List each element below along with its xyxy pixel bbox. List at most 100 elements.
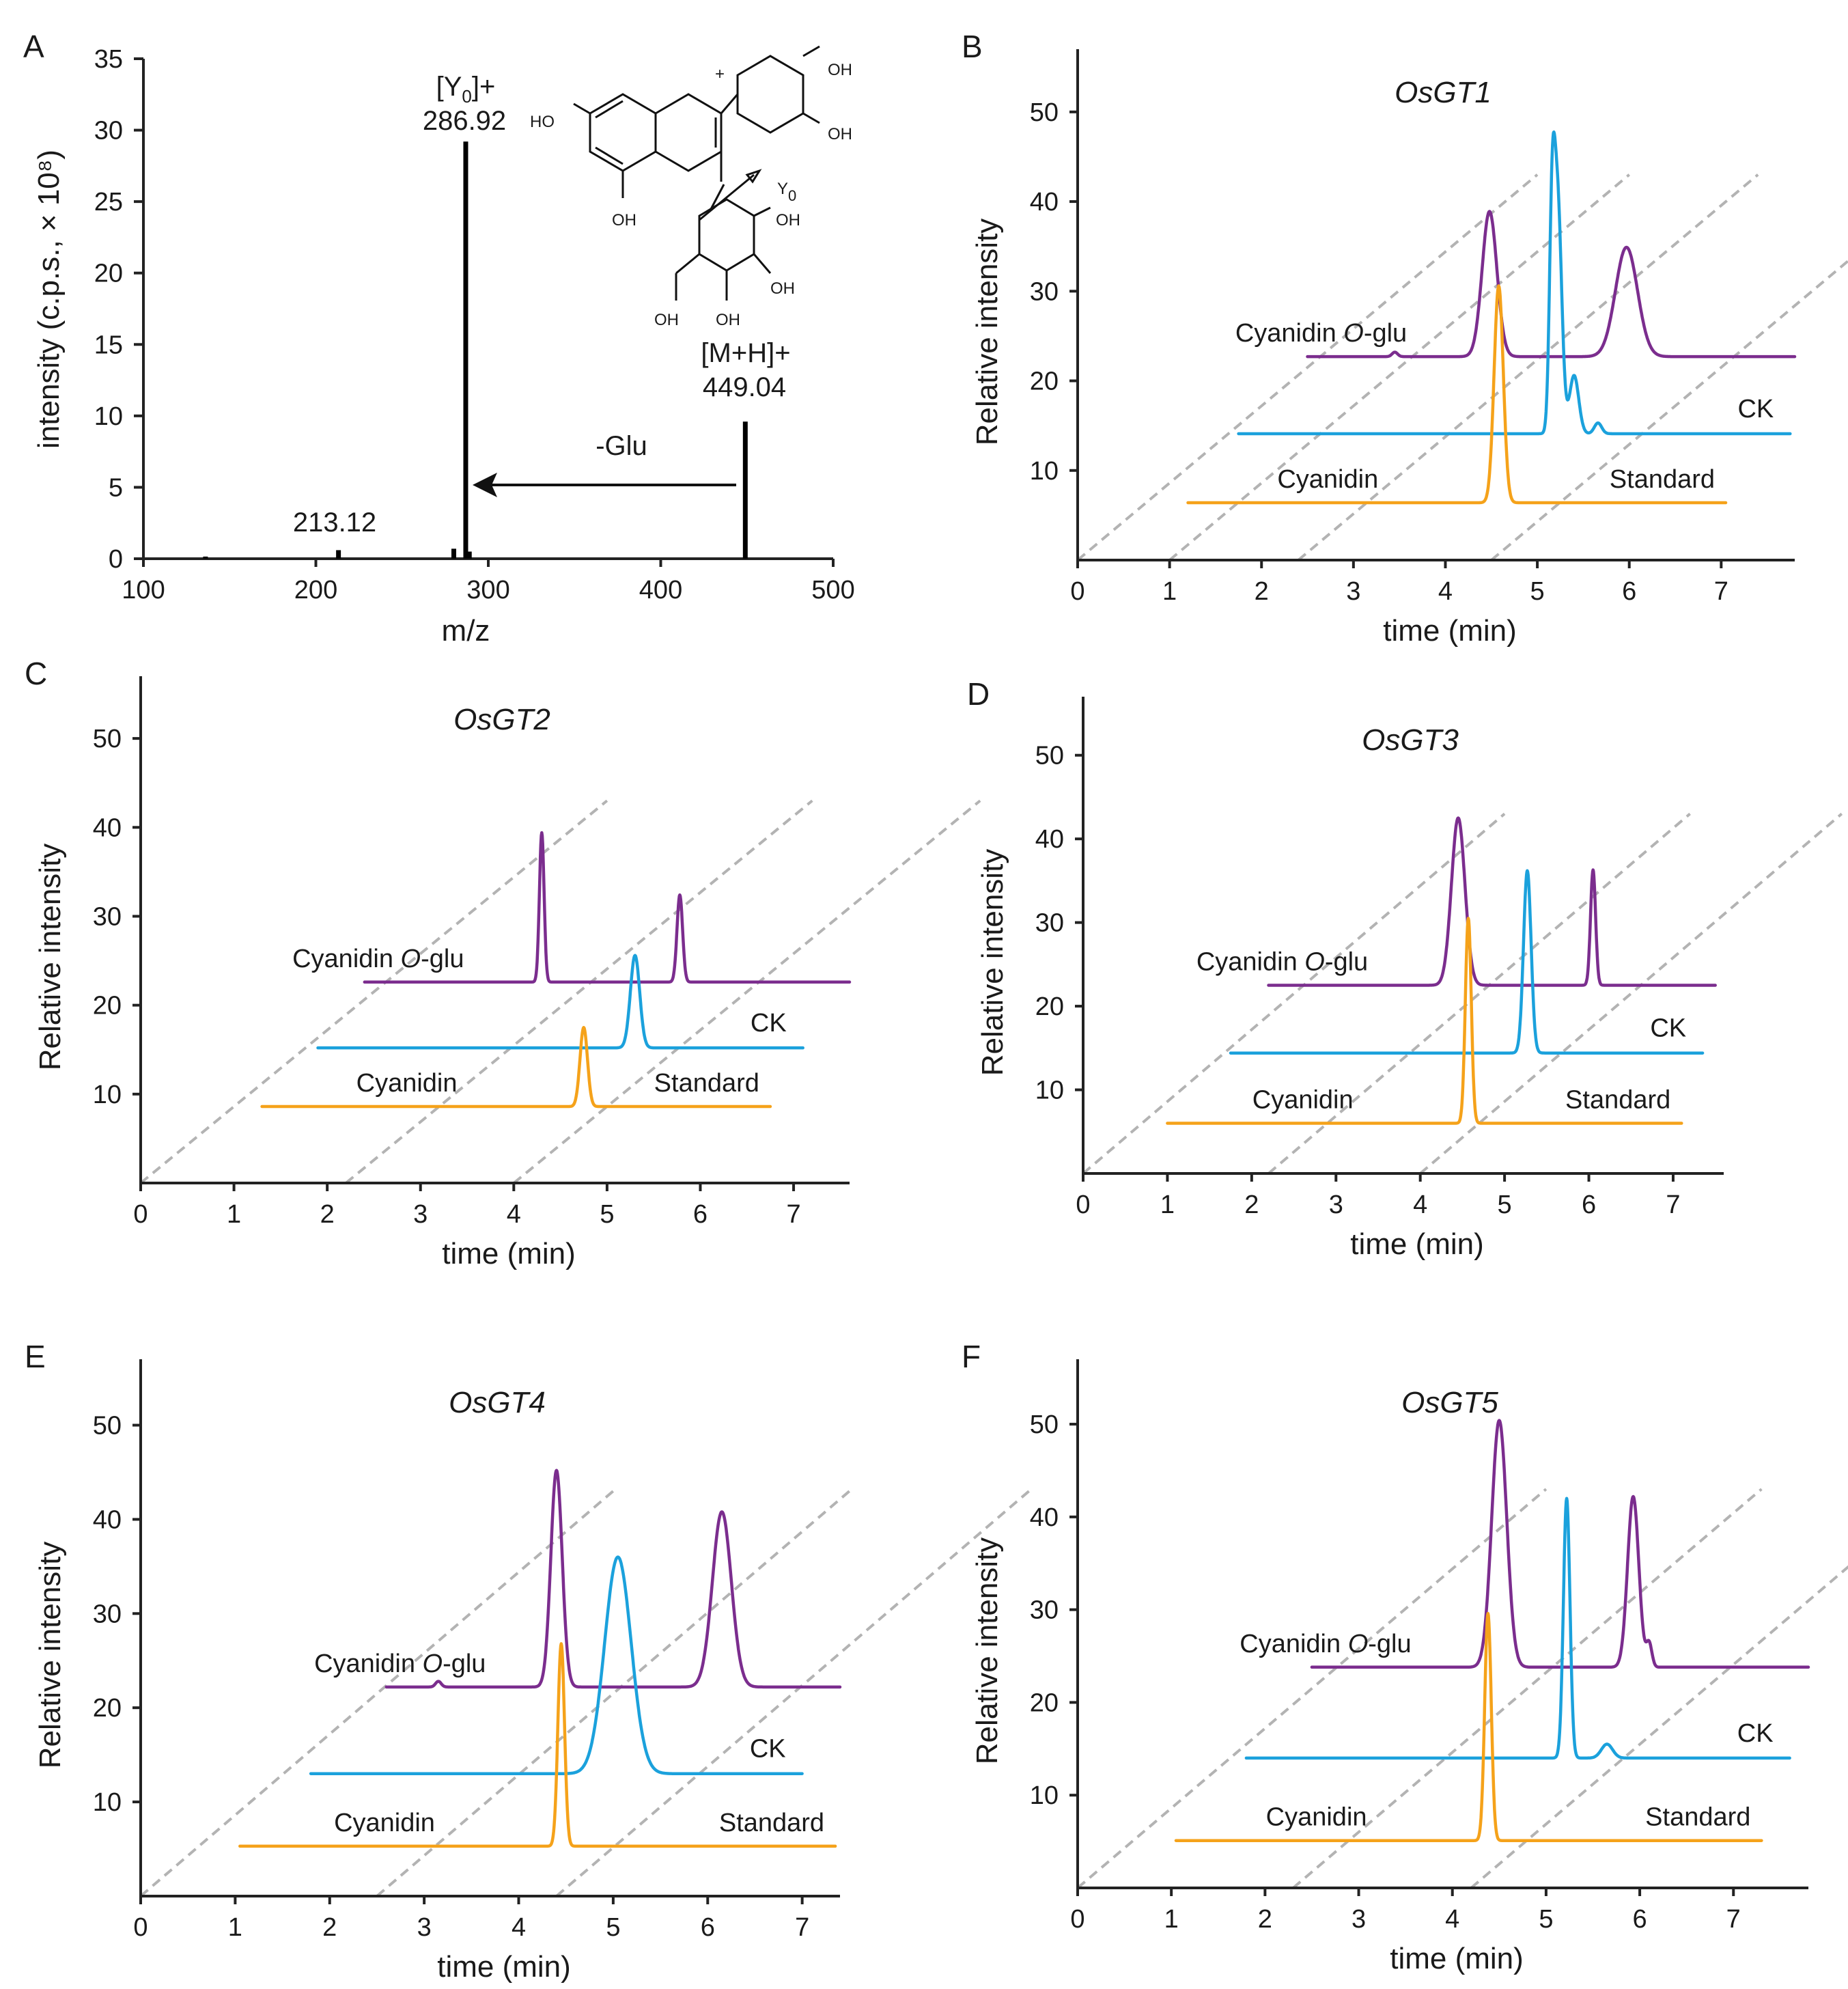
neutral-loss-label: -Glu (596, 431, 647, 461)
x-tick-label: 1 (1160, 1191, 1175, 1219)
y-tick-label: 40 (93, 813, 122, 842)
y-tick-label: 20 (1030, 1688, 1059, 1717)
trace-cyanidin-o-glu (363, 831, 852, 984)
bond (720, 94, 739, 114)
trace-cyanidin-o-glu (1306, 210, 1797, 359)
y-tick-label: 40 (1030, 188, 1059, 217)
structure-oh-label: OH (612, 211, 636, 230)
x-tick-label: 6 (1582, 1191, 1596, 1219)
axes: 100 200 300 400 500 0 5 10 15 20 25 30 35 (94, 45, 855, 604)
x-axis-title: time (min) (1350, 1227, 1484, 1261)
c-ring (655, 93, 723, 172)
double-bond (595, 146, 624, 165)
panel-c-osgt2-chromatogram: C OsGT2 time (min) Relative intensity 0 1 2 3 4 5… (25, 656, 981, 1270)
panel-e-osgt4-chromatogram: E OsGT4 time (min) Relative intensity 0 1 2 3 4 5… (25, 1339, 1031, 1984)
chart-title: OsGT3 (1362, 723, 1459, 757)
x-axis-title: time (min) (1383, 614, 1517, 648)
trace-label-cyanidin: Cyanidin (356, 1069, 458, 1098)
trace-cyanidin-o-glu (384, 1469, 842, 1689)
x-tick-label: 2 (1255, 577, 1269, 606)
spectrum-peaks (203, 141, 748, 559)
x-tick-label: 7 (795, 1913, 809, 1942)
label-italic-o: O (401, 945, 421, 973)
diagonal-guide-line (555, 1490, 1031, 1897)
y-tick-label: 5 (109, 473, 123, 502)
loss-arrowhead (473, 473, 497, 497)
diagonal-guide-line (1082, 812, 1506, 1175)
x-tick-label: 3 (1352, 1905, 1366, 1934)
label-prefix: Cyanidin (1240, 1630, 1347, 1658)
minor-peak-label: 213.12 (293, 507, 376, 538)
structure-charge: + (715, 65, 725, 83)
trace-label-cyanidin-o-glu: Cyanidin O-glu (1240, 1630, 1411, 1658)
y-tick-label: 20 (94, 260, 123, 288)
structure-oh-label: OH (654, 311, 679, 329)
x-tick-label: 200 (294, 576, 337, 604)
x-tick-label: 7 (1666, 1191, 1680, 1219)
y-tick-label: 40 (93, 1505, 122, 1534)
y-tick-label: 25 (94, 188, 123, 217)
b-ring (736, 55, 804, 134)
y-tick-label: 10 (1030, 457, 1059, 486)
y-tick-label: 50 (93, 725, 122, 753)
label-prefix: Cyanidin (292, 945, 400, 973)
y-tick-label: 10 (1030, 1781, 1059, 1810)
diagonal-guide-line (139, 1490, 615, 1897)
x-axis-title: time (min) (1390, 1942, 1524, 1975)
structure-oh-label: OH (770, 279, 795, 298)
label-italic-o: O (1343, 319, 1364, 348)
trace-label-cyanidin-o-glu: Cyanidin O-glu (1196, 947, 1368, 976)
bond (802, 112, 820, 124)
y-tick-label: 50 (1030, 98, 1059, 127)
panel-f-osgt5-chromatogram: F OsGT5 time (min) Relative intensity 0 1 2 3 4 5… (962, 1339, 1848, 1975)
bond (573, 102, 591, 115)
diagonal-guide-line (139, 799, 608, 1184)
x-tick-label: 7 (1714, 577, 1728, 606)
panel-a-mass-spectrum: A intensity (c.p.s., × 10⁸) m/z 100 200 30… (23, 29, 855, 648)
x-tick-label: 400 (639, 576, 682, 604)
y-tick-label: 20 (93, 992, 122, 1020)
trace-label-cyanidin: Cyanidin (1266, 1803, 1367, 1832)
bond (753, 253, 772, 274)
label-suffix: -glu (421, 945, 464, 973)
diagonal-guide-line (1076, 173, 1539, 561)
x-tick-label: 500 (811, 576, 854, 604)
trace-ck (316, 954, 804, 1050)
cleavage-label: Y0 (777, 180, 796, 204)
x-tick-label: 0 (1070, 577, 1084, 606)
x-tick-label: 2 (320, 1200, 335, 1229)
trace-label-standard: Standard (1565, 1086, 1670, 1115)
label-italic-o: O (423, 1650, 443, 1678)
y-tick-label: 20 (1030, 367, 1059, 396)
diagonal-guide-line (345, 799, 813, 1184)
panel-letter: A (23, 29, 44, 64)
panel-letter: D (967, 676, 990, 712)
chart-title: OsGT5 (1401, 1386, 1498, 1419)
diagonal-guide-line (1297, 173, 1759, 561)
trace-label-ck: CK (1650, 1014, 1686, 1043)
diagonal-guide-line (1168, 173, 1630, 561)
y-tick-label: 30 (94, 117, 123, 145)
structure-oh-label: OH (828, 125, 852, 143)
parent-mz-label: 449.04 (703, 372, 786, 402)
trace-ck (1244, 1497, 1791, 1760)
trace-standard (1186, 284, 1728, 505)
panel-d-osgt3-chromatogram: D OsGT3 time (min) Relative intensity 0 1 2 3 4 5… (967, 676, 1843, 1261)
trace-ck (1237, 130, 1792, 436)
y-tick-label: 20 (1035, 992, 1064, 1021)
y-axis-title-text: Relative intensity (970, 219, 1004, 446)
trace-label-cyanidin: Cyanidin (1252, 1086, 1354, 1115)
x-tick-label: 2 (1244, 1191, 1259, 1219)
y-tick-label: 50 (1030, 1410, 1059, 1439)
x-tick-label: 2 (322, 1913, 337, 1942)
x-axis-title: time (min) (437, 1950, 571, 1984)
label-italic-o: O (1304, 947, 1325, 976)
fragment-ion-label: [Y0]+ (436, 72, 496, 107)
trace-label-standard: Standard (654, 1069, 759, 1098)
x-tick-label: 100 (122, 576, 165, 604)
trace-label-standard: Standard (1645, 1803, 1750, 1832)
y-tick-label: 10 (1035, 1076, 1064, 1105)
y-tick-label: 50 (93, 1412, 122, 1441)
trace-label-ck: CK (1737, 395, 1774, 423)
